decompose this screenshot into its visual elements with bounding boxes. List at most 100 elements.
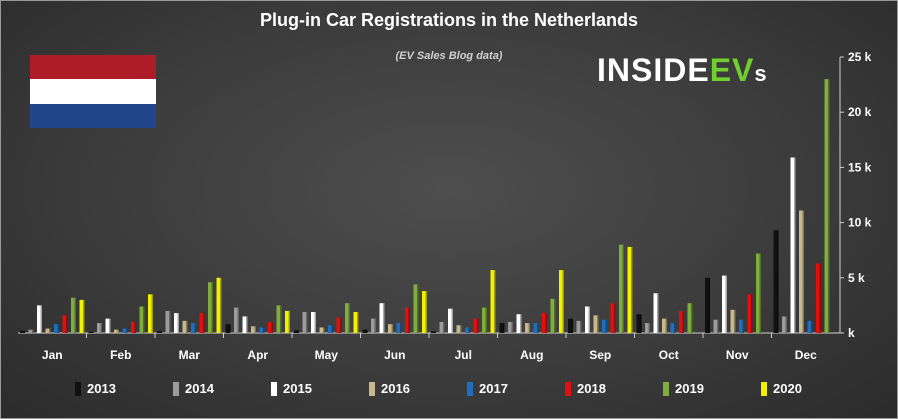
bar-feb-2015 <box>105 318 111 333</box>
bar-nov-2014 <box>713 319 719 333</box>
bar-shade <box>451 308 453 333</box>
legend-label: 2020 <box>773 381 802 396</box>
bar-sep-2019 <box>619 244 624 333</box>
bar-shade <box>468 327 470 333</box>
x-tick-label-apr: Apr <box>247 348 268 362</box>
logo-text-ev: EV <box>709 52 755 88</box>
bar-shade <box>588 306 590 333</box>
bar-aug-2017 <box>533 323 539 333</box>
bar-shade <box>306 312 308 333</box>
x-tick-label-may: May <box>315 348 339 362</box>
bar-shade <box>562 270 564 333</box>
bar-may-2018 <box>336 317 342 333</box>
bar-jul-2016 <box>456 325 462 333</box>
bar-shade <box>717 319 719 333</box>
bar-shade <box>708 277 710 333</box>
bar-shade <box>605 319 607 333</box>
bar-mar-2014 <box>165 310 171 333</box>
netherlands-flag-icon <box>30 55 156 128</box>
bar-mar-2020 <box>216 277 222 333</box>
bar-shade <box>537 323 539 333</box>
x-tick-label-jan: Jan <box>42 348 63 362</box>
bar-shade <box>143 306 145 333</box>
bar-shade <box>408 307 410 333</box>
bar-shade <box>794 157 796 333</box>
bar-shade <box>366 329 368 333</box>
bar-shade <box>323 327 325 333</box>
bar-shade <box>443 321 445 333</box>
bar-may-2013 <box>294 330 299 333</box>
bar-oct-2019 <box>687 303 693 333</box>
bar-jul-2015 <box>448 308 453 333</box>
bar-shade <box>734 309 736 333</box>
legend-swatch <box>173 381 179 396</box>
legend-label: 2013 <box>87 381 116 396</box>
bar-shade <box>400 323 402 333</box>
bar-may-2016 <box>319 327 325 333</box>
x-tick-label-sep: Sep <box>589 348 611 362</box>
x-tick-label-dec: Dec <box>795 348 817 362</box>
y-tick-label: 25 k <box>848 50 872 64</box>
bar-shade <box>357 312 359 333</box>
bar-shade <box>246 316 248 333</box>
bar-shade <box>314 312 316 333</box>
bar-shade <box>220 277 222 333</box>
bar-aug-2020 <box>559 270 564 333</box>
bar-aug-2014 <box>508 321 513 333</box>
logo-text-s: s <box>754 61 768 86</box>
bar-sep-2013 <box>568 318 573 333</box>
bar-dec-2014 <box>782 316 787 333</box>
bar-sep-2018 <box>610 303 616 333</box>
bar-feb-2016 <box>114 329 119 333</box>
bar-shade <box>614 303 616 333</box>
bar-jan-2018 <box>62 315 68 333</box>
x-tick-label-aug: Aug <box>520 348 543 362</box>
bar-shade <box>785 316 787 333</box>
y-tick-label: 20 k <box>848 105 872 119</box>
bar-may-2020 <box>353 312 359 333</box>
x-tick-label-jul: Jul <box>455 348 472 362</box>
bar-jan-2020 <box>79 299 85 333</box>
bar-nov-2019 <box>756 253 761 333</box>
bar-shade <box>485 307 487 333</box>
bar-feb-2017 <box>122 328 128 333</box>
bar-jul-2017 <box>465 327 470 333</box>
bar-feb-2018 <box>131 321 136 333</box>
bar-may-2014 <box>302 312 308 333</box>
bar-shade <box>554 298 556 333</box>
bar-shade <box>751 294 753 333</box>
bar-shade <box>657 293 659 333</box>
legend-swatch <box>467 381 473 396</box>
bar-shade <box>134 321 136 333</box>
bar-shade <box>194 323 196 333</box>
bar-shade <box>117 329 119 333</box>
bar-jan-2019 <box>71 297 76 333</box>
bar-shade <box>520 314 522 333</box>
bar-sep-2020 <box>627 246 633 333</box>
bar-shade <box>477 318 479 333</box>
bar-shade <box>631 246 633 333</box>
bar-shade <box>229 324 231 333</box>
bar-oct-2015 <box>653 293 659 333</box>
chart-legend: 2013 2014 2015 2016 2017 2018 2019 2020 <box>75 381 835 401</box>
bar-shade <box>417 284 419 333</box>
bar-mar-2016 <box>182 320 188 333</box>
bar-shade <box>32 329 34 333</box>
bar-oct-2014 <box>645 323 650 333</box>
bar-shade <box>271 321 273 333</box>
bar-oct-2013 <box>636 314 642 333</box>
bar-shade <box>811 320 813 333</box>
legend-swatch <box>761 381 767 396</box>
bar-shade <box>66 315 68 333</box>
bar-shade <box>203 313 205 333</box>
legend-swatch <box>75 381 81 396</box>
y-tick-label: 5 k <box>848 271 865 285</box>
legend-swatch <box>663 381 669 396</box>
bar-jul-2020 <box>490 270 496 333</box>
bar-shade <box>828 79 830 333</box>
bar-jun-2014 <box>371 318 376 333</box>
bar-shade <box>545 313 547 333</box>
bar-jan-2016 <box>45 328 51 333</box>
bar-shade <box>571 318 573 333</box>
